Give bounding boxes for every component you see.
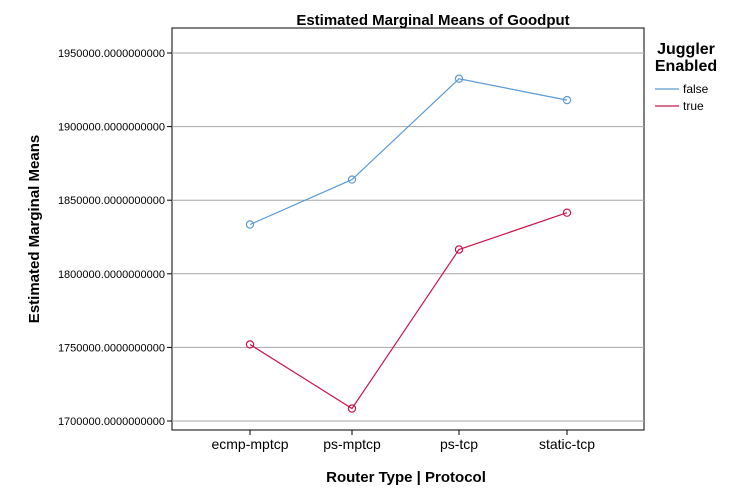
data-point [454,74,464,83]
x-tick-label: ecmp-mptcp [211,436,288,452]
x-axis-ticks: ecmp-mptcp ps-mptcp ps-tcp static-tcp [211,430,595,452]
x-tick-label: static-tcp [539,436,595,452]
y-axis-title: Estimated Marginal Means [26,135,43,323]
legend-title-line-2: Enabled [655,58,717,75]
x-tick-label: ps-tcp [440,436,478,452]
plot-frame [171,27,645,431]
legend-label-false: false [683,82,709,96]
y-tick-label: 1700000.0000000000 [58,416,165,428]
legend-title-line-1: Juggler [657,41,715,58]
series-line-true [249,212,568,410]
y-axis-ticks: 1700000.0000000000 1750000.0000000000 1800… [58,48,172,428]
y-tick-label: 1750000.0000000000 [58,342,165,354]
data-point [454,245,464,254]
data-point [562,208,572,217]
y-tick-label: 1900000.0000000000 [58,122,165,134]
y-tick-label: 1800000.0000000000 [58,269,165,281]
plot-area: 1700000.0000000000 1750000.0000000000 1800… [58,27,645,452]
legend: Juggler Enabled false true [655,41,717,113]
chart-title: Estimated Marginal Means of Goodput [296,12,569,29]
series-group [245,74,572,413]
data-point [245,220,255,229]
legend-items: false true [655,82,709,113]
data-point [245,340,255,349]
x-axis-title: Router Type | Protocol [326,469,486,486]
data-point [347,175,357,184]
data-point [562,95,572,105]
legend-label-true: true [683,99,704,113]
y-tick-label: 1950000.0000000000 [58,48,165,60]
y-tick-label: 1850000.0000000000 [58,195,165,207]
data-point [347,404,357,413]
x-tick-label: ps-mptcp [323,436,381,452]
series-line-false [249,78,568,226]
gridlines [172,52,644,422]
